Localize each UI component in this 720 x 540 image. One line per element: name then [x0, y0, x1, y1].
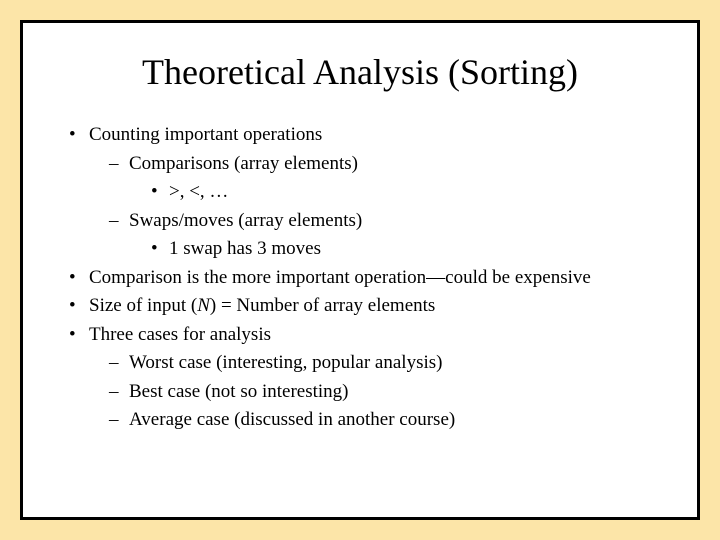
- bullet-text: Best case (not so interesting): [129, 381, 349, 402]
- bullet-list: Counting important operations Comparison…: [63, 121, 657, 435]
- bullet-item: Comparisons (array elements) >, <, …: [89, 150, 657, 207]
- bullet-text: Swaps/moves (array elements): [129, 210, 362, 231]
- sub-sub-list: >, <, …: [129, 178, 657, 207]
- bullet-item: Comparison is the more important operati…: [63, 264, 657, 293]
- bullet-text: Average case (discussed in another cours…: [129, 409, 455, 430]
- sub-list: Comparisons (array elements) >, <, … Swa…: [89, 150, 657, 264]
- bullet-item: 1 swap has 3 moves: [129, 235, 657, 264]
- bullet-text: Worst case (interesting, popular analysi…: [129, 352, 442, 373]
- bullet-text-prefix: Size of input (: [89, 295, 197, 316]
- bullet-text: Counting important operations: [89, 124, 322, 145]
- bullet-text: Three cases for analysis: [89, 324, 271, 345]
- slide-title: Theoretical Analysis (Sorting): [63, 51, 657, 93]
- bullet-text-suffix: ) = Number of array elements: [210, 295, 435, 316]
- bullet-item: Average case (discussed in another cours…: [89, 406, 657, 435]
- bullet-item: Size of input (N) = Number of array elem…: [63, 292, 657, 321]
- sub-list: Worst case (interesting, popular analysi…: [89, 349, 657, 435]
- bullet-item: Counting important operations Comparison…: [63, 121, 657, 264]
- bullet-text: >, <, …: [169, 181, 228, 202]
- bullet-item: >, <, …: [129, 178, 657, 207]
- bullet-text: Comparison is the more important operati…: [89, 267, 591, 288]
- bullet-text: 1 swap has 3 moves: [169, 238, 321, 259]
- slide-frame: Theoretical Analysis (Sorting) Counting …: [20, 20, 700, 520]
- bullet-item: Swaps/moves (array elements) 1 swap has …: [89, 207, 657, 264]
- bullet-item: Worst case (interesting, popular analysi…: [89, 349, 657, 378]
- bullet-item: Best case (not so interesting): [89, 378, 657, 407]
- bullet-text: Comparisons (array elements): [129, 153, 358, 174]
- bullet-text-italic: N: [197, 295, 210, 316]
- sub-sub-list: 1 swap has 3 moves: [129, 235, 657, 264]
- bullet-item: Three cases for analysis Worst case (int…: [63, 321, 657, 435]
